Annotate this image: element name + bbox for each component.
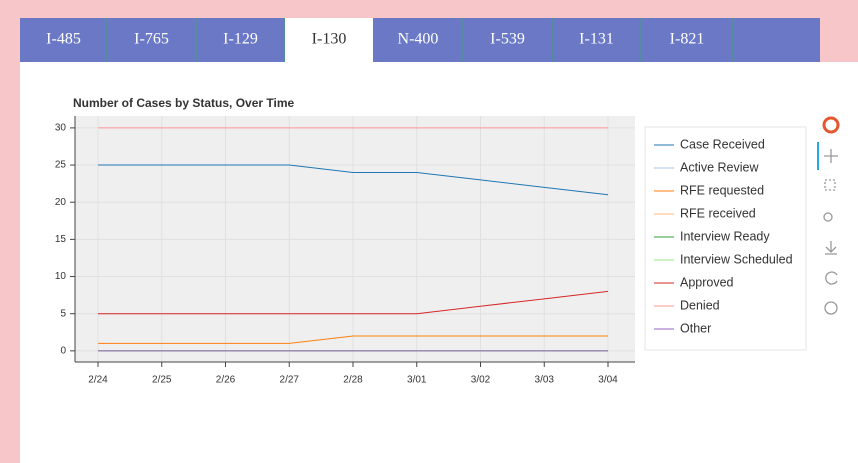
toolbar-icons [817, 116, 840, 315]
legend-label: Denied [680, 298, 720, 312]
legend-label: RFE received [680, 206, 756, 220]
tab-active [285, 18, 373, 63]
legend-label: Interview Scheduled [680, 252, 793, 266]
tab-label[interactable]: I-485 [46, 31, 81, 48]
y-tick-label: 0 [60, 345, 66, 356]
tab-label[interactable]: I-539 [490, 31, 525, 48]
x-tick-label: 2/27 [280, 375, 300, 386]
tab-bar [20, 18, 820, 62]
legend-label: Active Review [680, 160, 759, 174]
x-tick-label: 3/02 [471, 375, 491, 386]
tab-label[interactable]: N-400 [398, 31, 439, 48]
y-tick-label: 15 [55, 234, 67, 245]
tab-label[interactable]: I-130 [312, 31, 347, 48]
box-zoom-tool[interactable] [824, 179, 836, 191]
reset-tool[interactable] [825, 271, 838, 285]
chart-title: Number of Cases by Status, Over Time [73, 96, 295, 110]
bokeh-logo[interactable] [822, 116, 840, 134]
series-line [98, 335, 608, 344]
series-line [98, 164, 609, 196]
x-tick-label: 2/24 [88, 375, 108, 386]
x-tick-label: 2/28 [343, 375, 363, 386]
help-tool[interactable] [824, 301, 838, 315]
x-tick-label: 2/26 [216, 375, 236, 386]
y-tick-label: 10 [55, 271, 67, 282]
legend-label: Approved [680, 275, 734, 289]
y-tick-label: 25 [55, 160, 67, 171]
x-tick-label: 3/01 [407, 375, 427, 386]
x-tick-label: 3/04 [598, 375, 618, 386]
save-tool[interactable] [825, 241, 837, 255]
tab-label[interactable]: I-821 [670, 31, 705, 48]
y-tick-label: 5 [60, 308, 66, 319]
tab-label[interactable]: I-765 [134, 31, 169, 48]
series-line [98, 290, 609, 315]
tab-label[interactable]: I-129 [223, 31, 258, 48]
legend-label: Interview Ready [680, 229, 770, 243]
tab-label[interactable]: I-131 [579, 31, 614, 48]
x-tick-label: 3/03 [535, 375, 555, 386]
y-tick-label: 30 [55, 123, 67, 134]
y-tick-label: 20 [55, 197, 67, 208]
legend-box [644, 126, 807, 351]
x-tick-label: 2/25 [152, 375, 172, 386]
legend-label: Other [680, 321, 711, 335]
wheel-zoom-tool[interactable] [823, 212, 833, 222]
legend-label: Case Received [680, 137, 765, 151]
pan-tool[interactable] [824, 149, 838, 163]
legend-label: RFE requested [680, 183, 764, 197]
